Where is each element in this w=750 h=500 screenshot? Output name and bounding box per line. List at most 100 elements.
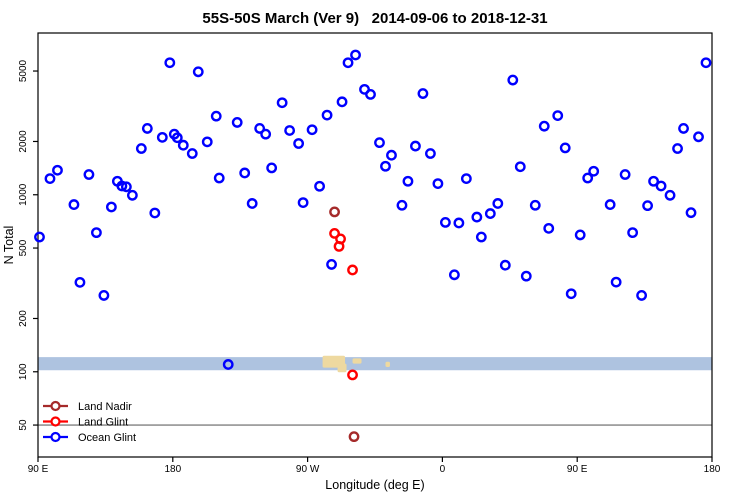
ocean-glint-point [164, 57, 176, 69]
ocean-glint-point [448, 269, 460, 281]
legend-label: Land Nadir [78, 401, 132, 413]
ocean-glint-point [365, 88, 376, 100]
y-axis-title: N Total [2, 226, 16, 265]
ocean-band [38, 357, 712, 371]
ocean-glint-point [439, 216, 451, 228]
ocean-glint-point [126, 189, 138, 201]
ocean-glint-point [177, 139, 189, 151]
x-tick-label: 0 [440, 464, 446, 475]
ocean-glint-point [396, 199, 408, 211]
ocean-glint-point [321, 109, 333, 121]
x-axis-title: Longitude (deg E) [325, 478, 424, 492]
legend-label: Land Glint [78, 417, 128, 429]
ocean-glint-point [284, 125, 296, 136]
x-tick-label: 90 E [28, 464, 49, 475]
ocean-glint-point [538, 120, 550, 132]
ocean-glint-point [210, 110, 222, 122]
y-tick-label: 5000 [18, 59, 29, 82]
ocean-glint-point [374, 137, 385, 149]
ocean-glint-point [492, 198, 504, 209]
ocean-glint-point [543, 222, 555, 234]
ocean-glint-point [254, 123, 266, 134]
ocean-glint-point [386, 149, 397, 161]
ocean-glint-point [201, 136, 213, 148]
ocean-glint-point [507, 74, 519, 86]
ocean-glint-point [417, 88, 429, 99]
plot-border [37, 32, 713, 458]
ocean-glint-point [460, 173, 472, 184]
ocean-glint-point [574, 229, 586, 241]
ocean-glint-point [552, 110, 564, 122]
ocean-glint-point [141, 123, 153, 134]
ocean-glint-point [149, 207, 161, 219]
ocean-glint-point [700, 57, 712, 69]
chart-title: 55S-50S March (Ver 9) 2014-09-06 to 2018… [202, 10, 547, 27]
ocean-glint-point [642, 200, 653, 212]
data-points-layer [34, 49, 712, 443]
legend-marker-circle [50, 400, 61, 412]
ocean-glint-point [453, 217, 465, 229]
x-tick-label: 180 [164, 464, 181, 475]
ocean-glint-point [156, 131, 168, 143]
land-nadir-point [329, 206, 340, 218]
ocean-glint-point [520, 270, 532, 282]
ocean-glint-point [83, 169, 95, 180]
ocean-glint-point [342, 57, 354, 69]
ocean-glint-point [74, 276, 86, 288]
ocean-glint-point [636, 290, 648, 301]
ocean-glint-point [192, 66, 204, 78]
y-tick-label: 50 [18, 419, 29, 431]
ocean-glint-point [559, 142, 571, 154]
ocean-glint-point [499, 259, 511, 271]
y-tick-label: 500 [18, 239, 29, 256]
y-tick-label: 200 [18, 310, 29, 327]
ocean-glint-point [293, 138, 305, 149]
ocean-glint-point [410, 140, 421, 152]
ocean-glint-point [610, 276, 622, 288]
land-patch [385, 361, 390, 367]
ocean-glint-point [266, 162, 278, 174]
ocean-glint-point [98, 290, 110, 301]
ocean-glint-point [655, 180, 667, 192]
ocean-glint-point [306, 124, 318, 136]
legend-marker-circle [50, 431, 61, 443]
ocean-glint-point [529, 199, 541, 211]
ocean-glint-point [44, 173, 56, 184]
ocean-glint-point [231, 117, 243, 128]
y-tick-label: 2000 [18, 130, 29, 153]
ocean-glint-point [239, 167, 251, 179]
land-glint-point [329, 227, 340, 239]
ocean-glint-point [171, 132, 183, 144]
ocean-glint-point [350, 49, 361, 61]
ocean-glint-point [678, 123, 689, 134]
land-patch [352, 358, 362, 364]
land-nadir-point [348, 431, 360, 443]
land-glint-point [347, 369, 358, 381]
land-patch [337, 363, 347, 373]
ocean-glint-point [565, 288, 577, 300]
legend: Land Nadir Land Glint Ocean Glint [43, 400, 136, 444]
ocean-glint-point [664, 189, 676, 201]
land-glint-point [347, 264, 358, 276]
ocean-glint-point [402, 175, 414, 187]
ocean-glint-point [380, 160, 391, 172]
ocean-glint-point [246, 198, 258, 209]
ocean-glint-point [627, 227, 639, 239]
ocean-glint-point [260, 128, 272, 140]
ocean-glint-point [693, 131, 704, 143]
ocean-glint-point [648, 175, 659, 187]
ocean-glint-point [432, 178, 444, 190]
y-tick-label: 100 [18, 363, 29, 380]
ocean-glint-point [484, 208, 496, 219]
ocean-glint-point [314, 180, 325, 192]
ocean-glint-point [52, 164, 63, 176]
plot-layer: 90 E 180 90 W 0 90 E 180 50 100 200 500 1000 2000 50… [18, 32, 721, 475]
ocean-glint-point [105, 201, 117, 213]
x-tick-label: 90 W [296, 464, 320, 475]
ocean-glint-point [672, 143, 683, 154]
legend-marker-circle [50, 416, 61, 427]
ocean-glint-point [582, 172, 594, 184]
ocean-glint-point [276, 97, 288, 109]
ocean-glint-point [471, 211, 483, 223]
